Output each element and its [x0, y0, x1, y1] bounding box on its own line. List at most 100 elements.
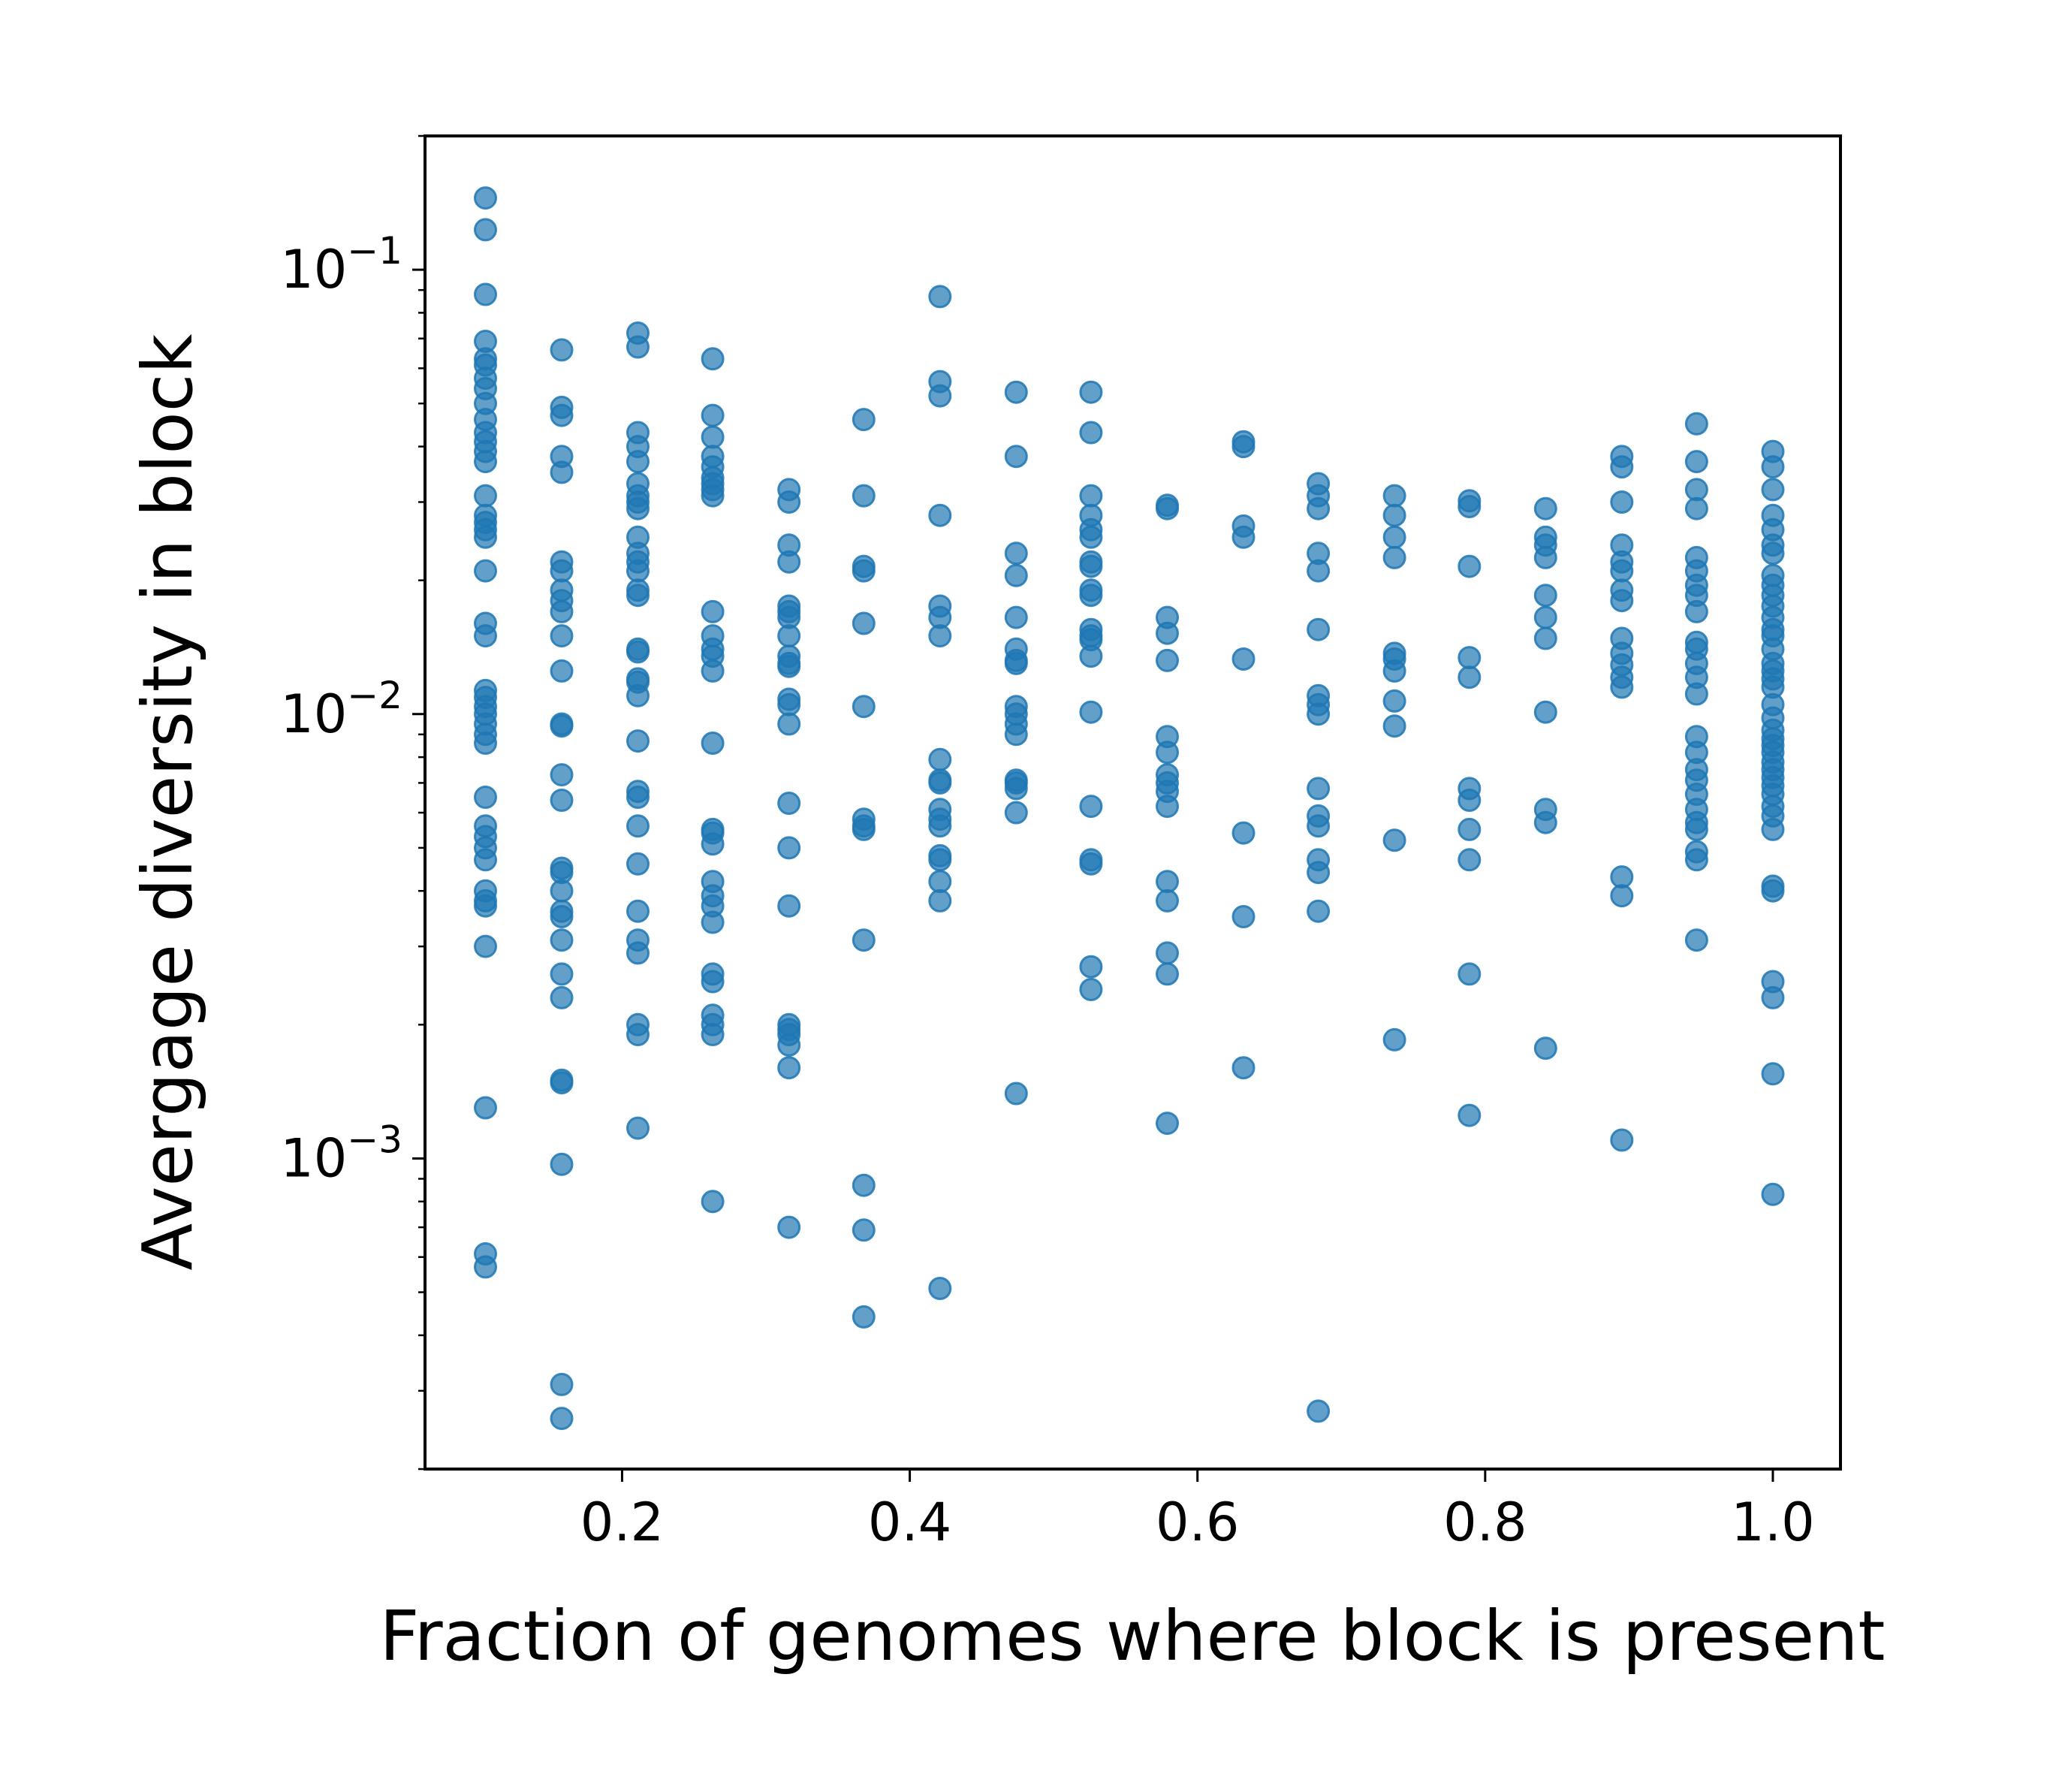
data-point	[474, 525, 497, 549]
data-point	[550, 403, 574, 427]
data-point	[777, 1033, 801, 1057]
data-point	[928, 747, 952, 771]
data-point	[1610, 1128, 1634, 1152]
data-point	[1458, 1103, 1482, 1127]
data-point	[1231, 647, 1256, 671]
data-point	[626, 640, 650, 664]
data-point	[1004, 801, 1028, 825]
data-point	[1684, 928, 1708, 952]
data-point	[550, 1152, 574, 1176]
y-tick-label: 10−1	[280, 229, 402, 300]
x-axis-label: Fraction of genomes where block is prese…	[380, 1596, 1886, 1676]
data-point	[1382, 525, 1406, 549]
data-point	[852, 559, 876, 583]
data-point	[1307, 1399, 1331, 1423]
data-point	[1156, 870, 1179, 894]
data-point	[1458, 817, 1482, 841]
data-point	[1004, 605, 1028, 629]
data-point	[1533, 1036, 1557, 1060]
data-point	[626, 584, 650, 608]
data-point	[1156, 888, 1179, 913]
data-point	[701, 659, 725, 683]
data-point	[1533, 700, 1557, 724]
data-point	[550, 460, 574, 484]
x-tick-label: 1.0	[1731, 1492, 1814, 1553]
data-point	[1761, 1062, 1785, 1086]
data-point	[1231, 821, 1256, 845]
y-axis-label: Avergage diversity in block	[128, 333, 208, 1271]
data-point	[1231, 525, 1256, 549]
data-point	[550, 1407, 574, 1431]
data-point	[928, 888, 952, 913]
data-point	[1684, 496, 1708, 520]
data-point	[701, 1190, 725, 1214]
data-point	[474, 450, 497, 474]
data-point	[1533, 545, 1557, 569]
data-point	[1458, 665, 1482, 689]
data-point	[1079, 421, 1103, 445]
data-point	[1156, 741, 1179, 765]
data-point	[1004, 651, 1028, 675]
data-point	[550, 1372, 574, 1396]
data-point	[1761, 985, 1785, 1009]
data-point	[1004, 380, 1028, 404]
data-point	[777, 490, 801, 514]
data-point	[1761, 817, 1785, 841]
data-point	[1156, 621, 1179, 645]
data-point	[777, 836, 801, 860]
data-point	[1684, 599, 1708, 623]
data-point	[1761, 455, 1785, 479]
data-point	[1079, 554, 1103, 578]
data-point	[701, 970, 725, 994]
data-point	[1079, 978, 1103, 1001]
data-point	[1761, 1182, 1785, 1206]
data-point	[852, 484, 876, 508]
data-point	[1458, 848, 1482, 872]
data-point	[1382, 659, 1406, 683]
data-point	[626, 496, 650, 520]
data-point	[1307, 496, 1331, 520]
data-point	[626, 1023, 650, 1046]
data-point	[1004, 563, 1028, 587]
data-point	[928, 814, 952, 838]
data-point	[474, 848, 497, 872]
data-point	[1231, 435, 1256, 459]
data-point	[474, 732, 497, 755]
data-point	[626, 335, 650, 359]
data-point	[1004, 445, 1028, 469]
data-point	[1231, 905, 1256, 928]
data-point	[928, 870, 952, 894]
data-point	[701, 347, 725, 371]
data-point	[1307, 559, 1331, 583]
data-point	[928, 503, 952, 527]
data-point	[1382, 503, 1406, 527]
data-point	[1458, 789, 1482, 812]
data-point	[852, 1218, 876, 1242]
x-axis: 0.2 0.4 0.6 0.8 1.0	[580, 1469, 1815, 1553]
data-point	[626, 559, 650, 583]
data-point	[1382, 828, 1406, 852]
data-point	[550, 714, 574, 738]
data-point	[701, 1023, 725, 1046]
data-point	[1533, 626, 1557, 650]
data-point	[852, 695, 876, 719]
plot-area-frame	[424, 134, 1842, 1471]
data-point	[852, 408, 876, 432]
data-point	[1684, 450, 1708, 474]
data-point	[550, 962, 574, 986]
data-point	[474, 624, 497, 648]
data-point	[777, 712, 801, 736]
data-point	[1079, 525, 1103, 549]
data-point	[928, 848, 952, 872]
data-point	[1610, 455, 1634, 479]
data-point	[1079, 795, 1103, 819]
data-point	[852, 928, 876, 952]
data-point	[1382, 689, 1406, 713]
data-point	[550, 624, 574, 648]
data-point	[1156, 648, 1179, 672]
data-point	[1307, 814, 1331, 838]
data-point	[1004, 1082, 1028, 1106]
